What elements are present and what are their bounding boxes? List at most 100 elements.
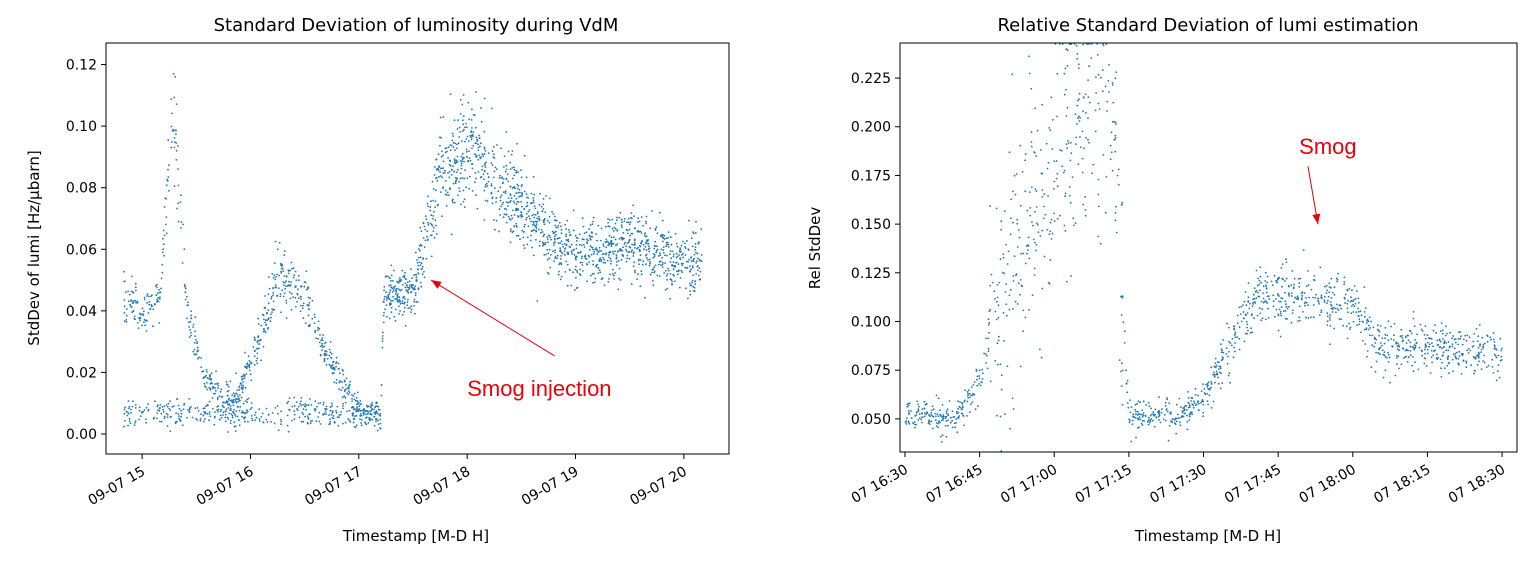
scatter-point: [653, 247, 656, 250]
scatter-point: [945, 435, 948, 438]
scatter-point: [302, 413, 305, 416]
scatter-point: [1086, 43, 1089, 45]
scatter-point: [653, 271, 656, 274]
scatter-point: [641, 240, 643, 242]
scatter-point: [1305, 297, 1308, 299]
scatter-point: [242, 402, 245, 405]
scatter-point: [403, 302, 406, 305]
scatter-point: [1030, 131, 1033, 134]
scatter-point: [452, 135, 454, 137]
scatter-point: [1192, 406, 1195, 409]
scatter-point: [400, 288, 403, 291]
scatter-point: [223, 406, 225, 409]
scatter-point: [655, 226, 658, 228]
scatter-point: [456, 160, 459, 163]
scatter-point: [691, 279, 694, 282]
scatter-point: [1166, 397, 1168, 399]
scatter-point: [272, 287, 275, 289]
scatter-point: [603, 258, 605, 261]
scatter-point: [205, 368, 208, 371]
scatter-point: [627, 232, 629, 235]
scatter-point: [1210, 382, 1213, 385]
scatter-point: [691, 266, 694, 269]
scatter-point: [302, 317, 305, 319]
scatter-point: [439, 144, 441, 147]
scatter-point: [553, 237, 556, 240]
scatter-point: [568, 268, 571, 271]
scatter-point: [1061, 165, 1063, 168]
scatter-point: [304, 405, 306, 408]
scatter-point: [675, 242, 678, 245]
scatter-point: [636, 221, 639, 223]
scatter-point: [240, 396, 243, 399]
scatter-point: [588, 255, 591, 258]
scatter-point: [466, 177, 469, 180]
scatter-point: [1298, 286, 1301, 288]
scatter-point: [586, 280, 588, 283]
chart-luminosity-stddev: Standard Deviation of luminosity during …: [25, 15, 730, 545]
scatter-point: [523, 208, 526, 210]
scatter-point: [1346, 289, 1349, 292]
scatter-point: [1256, 284, 1259, 287]
scatter-point: [696, 260, 698, 262]
scatter-point: [906, 405, 909, 408]
scatter-point: [1376, 324, 1379, 327]
scatter-point: [1114, 136, 1117, 139]
scatter-point: [1470, 364, 1473, 367]
scatter-point: [270, 316, 272, 319]
scatter-point: [154, 400, 156, 403]
scatter-point: [1043, 255, 1046, 258]
scatter-point: [1443, 367, 1446, 370]
scatter-point: [527, 215, 530, 218]
scatter-point: [1497, 370, 1499, 373]
scatter-point: [434, 219, 437, 222]
scatter-point: [1198, 409, 1200, 412]
scatter-point: [548, 221, 551, 224]
scatter-point: [1044, 213, 1047, 216]
scatter-point: [582, 270, 584, 272]
scatter-point: [1158, 409, 1160, 412]
scatter-point: [449, 144, 452, 146]
scatter-point: [302, 420, 305, 423]
scatter-point: [220, 416, 223, 419]
scatter-point: [1161, 408, 1163, 410]
scatter-point: [1135, 436, 1137, 439]
scatter-point: [243, 373, 245, 376]
scatter-point: [1019, 144, 1022, 147]
scatter-point: [266, 328, 269, 330]
scatter-point: [515, 207, 517, 210]
scatter-point: [1278, 300, 1280, 303]
x-tick-label: 07 18:15: [1371, 462, 1433, 507]
scatter-point: [1329, 301, 1332, 303]
scatter-point: [547, 241, 549, 244]
scatter-point: [244, 411, 246, 414]
scatter-point: [1363, 286, 1366, 289]
scatter-point: [1130, 406, 1133, 408]
scatter-point: [162, 411, 165, 413]
scatter-point: [680, 269, 683, 272]
scatter-point: [231, 414, 234, 417]
scatter-point: [637, 230, 640, 232]
scatter-point: [421, 267, 423, 270]
scatter-point: [509, 230, 512, 233]
scatter-point: [558, 221, 561, 224]
scatter-point: [380, 394, 383, 397]
scatter-point: [272, 308, 274, 311]
scatter-point: [1229, 381, 1231, 384]
scatter-point: [339, 372, 341, 375]
scatter-point: [123, 280, 126, 283]
scatter-point: [1111, 121, 1114, 123]
scatter-point: [1059, 149, 1061, 151]
scatter-point: [196, 341, 199, 343]
scatter-point: [180, 194, 182, 197]
scatter-point: [1014, 193, 1017, 196]
scatter-point: [628, 250, 631, 253]
scatter-point: [566, 284, 569, 287]
scatter-point: [647, 259, 649, 261]
scatter-point: [1327, 299, 1329, 302]
scatter-point: [955, 410, 958, 413]
scatter-point: [628, 228, 631, 231]
scatter-point: [591, 223, 594, 226]
scatter-point: [1260, 319, 1263, 322]
scatter-point: [640, 242, 643, 245]
